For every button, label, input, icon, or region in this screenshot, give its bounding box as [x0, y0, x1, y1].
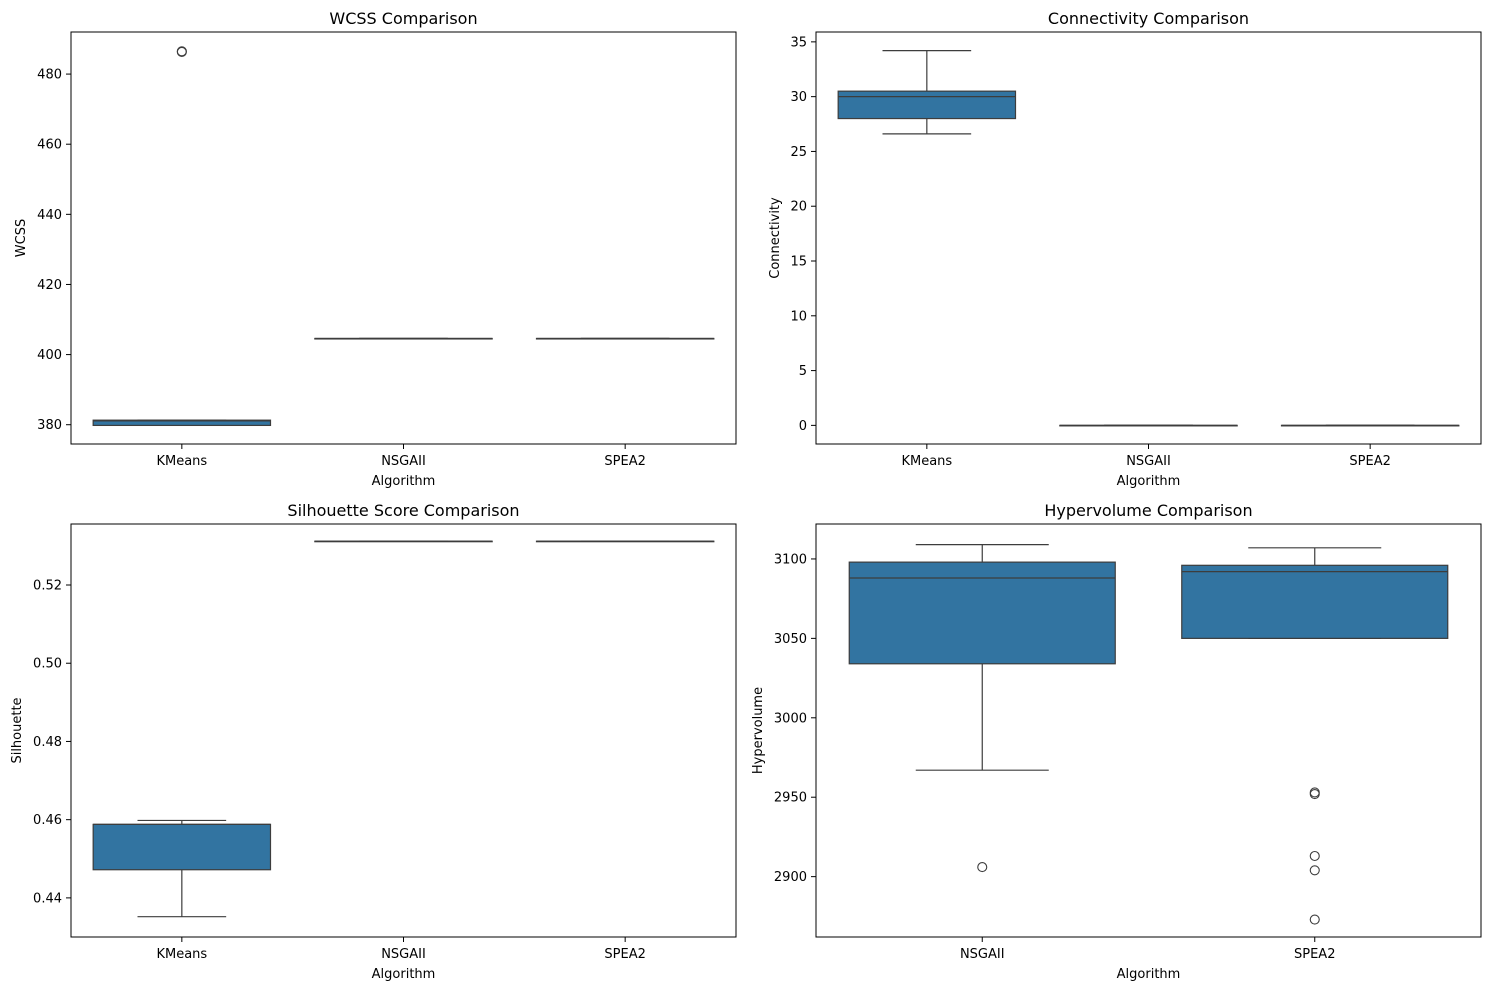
y-tick-label: 35	[790, 35, 807, 50]
y-tick-label: 20	[790, 200, 807, 215]
x-tick-label: KMeans	[156, 454, 207, 469]
iqr-box	[92, 419, 272, 427]
x-tick-label: NSGAII	[381, 454, 426, 469]
y-tick-label: 15	[790, 255, 807, 270]
outlier-point	[1309, 850, 1320, 862]
box-kmeans	[92, 819, 272, 918]
box-nsgaii	[848, 544, 1116, 873]
chart-panel-1: WCSS Comparison 380 400 420 440 460 480 KMeans N…	[14, 9, 737, 489]
x-axis-label: Algorithm	[372, 967, 436, 982]
plot-frame	[815, 31, 1482, 445]
x-tick-label: NSGAII	[1126, 454, 1171, 469]
y-tick-label: 0.48	[33, 735, 62, 750]
iqr-box	[1181, 564, 1449, 639]
chart-title: WCSS Comparison	[329, 9, 477, 28]
y-tick-label: 0.50	[33, 657, 62, 672]
x-tick-label: NSGAII	[381, 947, 426, 962]
y-tick-label: 3100	[774, 552, 807, 567]
box-spea2	[1280, 424, 1460, 427]
y-tick-label: 0.46	[33, 813, 62, 828]
x-axis-label: Algorithm	[1117, 474, 1181, 489]
y-axis-label: WCSS	[14, 219, 29, 257]
y-tick-label: 0.52	[33, 579, 62, 594]
box-nsgaii	[314, 540, 493, 543]
x-tick-label: SPEA2	[1349, 454, 1390, 469]
outlier-point	[977, 862, 988, 873]
iqr-box	[92, 823, 272, 871]
y-tick-label: 420	[37, 278, 62, 293]
chart-title: Silhouette Score Comparison	[287, 501, 519, 520]
x-axis-label: Algorithm	[372, 474, 436, 489]
chart-panel-4: Hypervolume Comparison 2900 2950 3000 3050 31…	[751, 501, 1482, 982]
y-tick-label: 0	[799, 419, 807, 434]
y-axis-label: Hypervolume	[751, 687, 766, 774]
x-tick-label: SPEA2	[604, 454, 645, 469]
chart-panel-2: Connectivity Comparison 0 5 10 15 20 25 30 35 KMe…	[768, 9, 1482, 489]
plot-frame	[815, 523, 1482, 938]
box-spea2	[535, 337, 715, 340]
x-tick-label: KMeans	[156, 947, 207, 962]
y-tick-label: 10	[790, 309, 807, 324]
x-tick-label: SPEA2	[1294, 947, 1335, 962]
y-tick-label: 0.44	[33, 891, 62, 906]
box-kmeans	[92, 46, 272, 427]
box-nsgaii	[1059, 424, 1238, 427]
x-tick-label: NSGAII	[960, 947, 1005, 962]
y-tick-label: 480	[37, 68, 62, 83]
y-tick-label: 400	[37, 348, 62, 363]
y-tick-label: 460	[37, 138, 62, 153]
chart-title: Connectivity Comparison	[1048, 9, 1249, 28]
y-tick-label: 30	[790, 90, 807, 105]
y-tick-label: 380	[37, 418, 62, 433]
y-tick-label: 3000	[774, 711, 807, 726]
y-tick-label: 2900	[774, 870, 807, 885]
outlier-point	[1309, 914, 1320, 925]
y-tick-label: 3050	[774, 632, 807, 647]
outlier-point	[1309, 788, 1320, 800]
x-tick-label: KMeans	[901, 454, 952, 469]
plot-frame	[70, 523, 737, 938]
box-kmeans	[837, 50, 1017, 135]
y-tick-label: 2950	[774, 791, 807, 806]
x-axis-label: Algorithm	[1117, 967, 1181, 982]
chart-panel-3: Silhouette Score Comparison 0.44 0.46 0.48 0…	[10, 501, 737, 982]
box-spea2	[1181, 547, 1449, 925]
y-tick-label: 440	[37, 208, 62, 223]
box-spea2	[535, 540, 715, 543]
plot-frame	[70, 31, 737, 445]
iqr-box	[837, 90, 1017, 120]
box-nsgaii	[314, 337, 493, 340]
iqr-box	[848, 561, 1116, 665]
y-tick-label: 25	[790, 145, 807, 160]
y-axis-label: Connectivity	[768, 197, 783, 279]
outlier-point	[176, 46, 187, 57]
x-tick-label: SPEA2	[604, 947, 645, 962]
y-axis-label: Silhouette	[10, 697, 25, 763]
y-tick-label: 5	[799, 364, 807, 379]
outlier-point	[1309, 865, 1320, 876]
chart-title: Hypervolume Comparison	[1044, 501, 1252, 520]
